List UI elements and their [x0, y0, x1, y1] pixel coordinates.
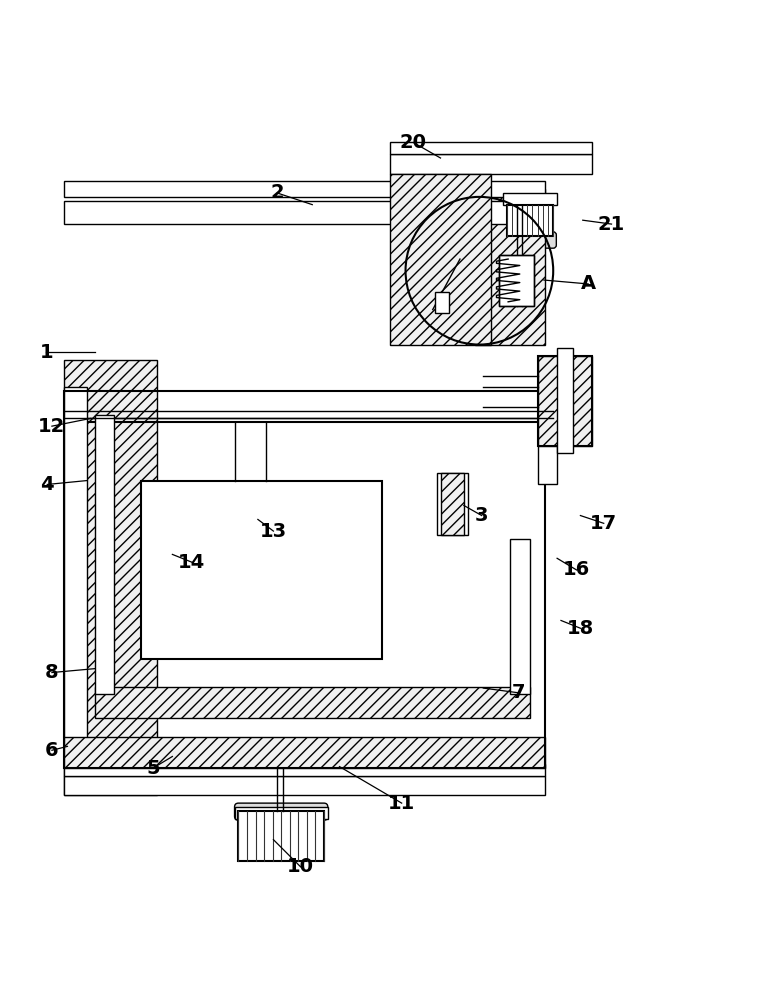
- Text: 18: 18: [567, 619, 594, 638]
- Text: 14: 14: [178, 553, 205, 572]
- Bar: [499, 255, 534, 306]
- Text: A: A: [580, 274, 596, 293]
- Bar: [63, 360, 157, 795]
- Text: 1: 1: [40, 343, 53, 362]
- Bar: [437, 473, 468, 535]
- Bar: [63, 764, 545, 776]
- Text: 5: 5: [146, 759, 160, 778]
- Bar: [94, 415, 114, 694]
- Text: 12: 12: [38, 417, 66, 436]
- Text: 21: 21: [598, 215, 625, 234]
- Bar: [63, 737, 545, 768]
- Text: 4: 4: [41, 475, 54, 494]
- Bar: [476, 189, 545, 345]
- FancyBboxPatch shape: [235, 803, 328, 820]
- Bar: [390, 154, 592, 174]
- Text: 17: 17: [590, 514, 617, 533]
- Bar: [441, 473, 464, 535]
- Bar: [390, 142, 592, 154]
- Text: 3: 3: [475, 506, 488, 525]
- Bar: [63, 201, 545, 224]
- Text: 6: 6: [45, 741, 58, 760]
- Text: 8: 8: [45, 663, 58, 682]
- Bar: [435, 292, 449, 313]
- Text: 20: 20: [400, 133, 427, 152]
- Bar: [537, 356, 592, 446]
- Text: 10: 10: [287, 857, 314, 876]
- Bar: [499, 255, 534, 306]
- Text: 11: 11: [388, 794, 415, 813]
- Bar: [537, 356, 592, 446]
- Bar: [63, 776, 545, 795]
- Bar: [502, 193, 557, 205]
- Text: 7: 7: [512, 683, 525, 702]
- Text: 2: 2: [271, 183, 284, 202]
- Bar: [510, 539, 530, 694]
- FancyBboxPatch shape: [503, 232, 556, 248]
- Bar: [506, 205, 553, 236]
- Bar: [141, 481, 382, 659]
- Bar: [235, 807, 328, 819]
- Text: 13: 13: [260, 522, 287, 541]
- Bar: [63, 391, 545, 768]
- Text: 16: 16: [563, 560, 590, 579]
- Bar: [557, 348, 573, 453]
- Bar: [63, 181, 545, 197]
- Bar: [239, 811, 324, 861]
- Bar: [537, 360, 557, 484]
- Bar: [94, 687, 530, 718]
- Bar: [63, 387, 87, 764]
- Bar: [390, 174, 491, 345]
